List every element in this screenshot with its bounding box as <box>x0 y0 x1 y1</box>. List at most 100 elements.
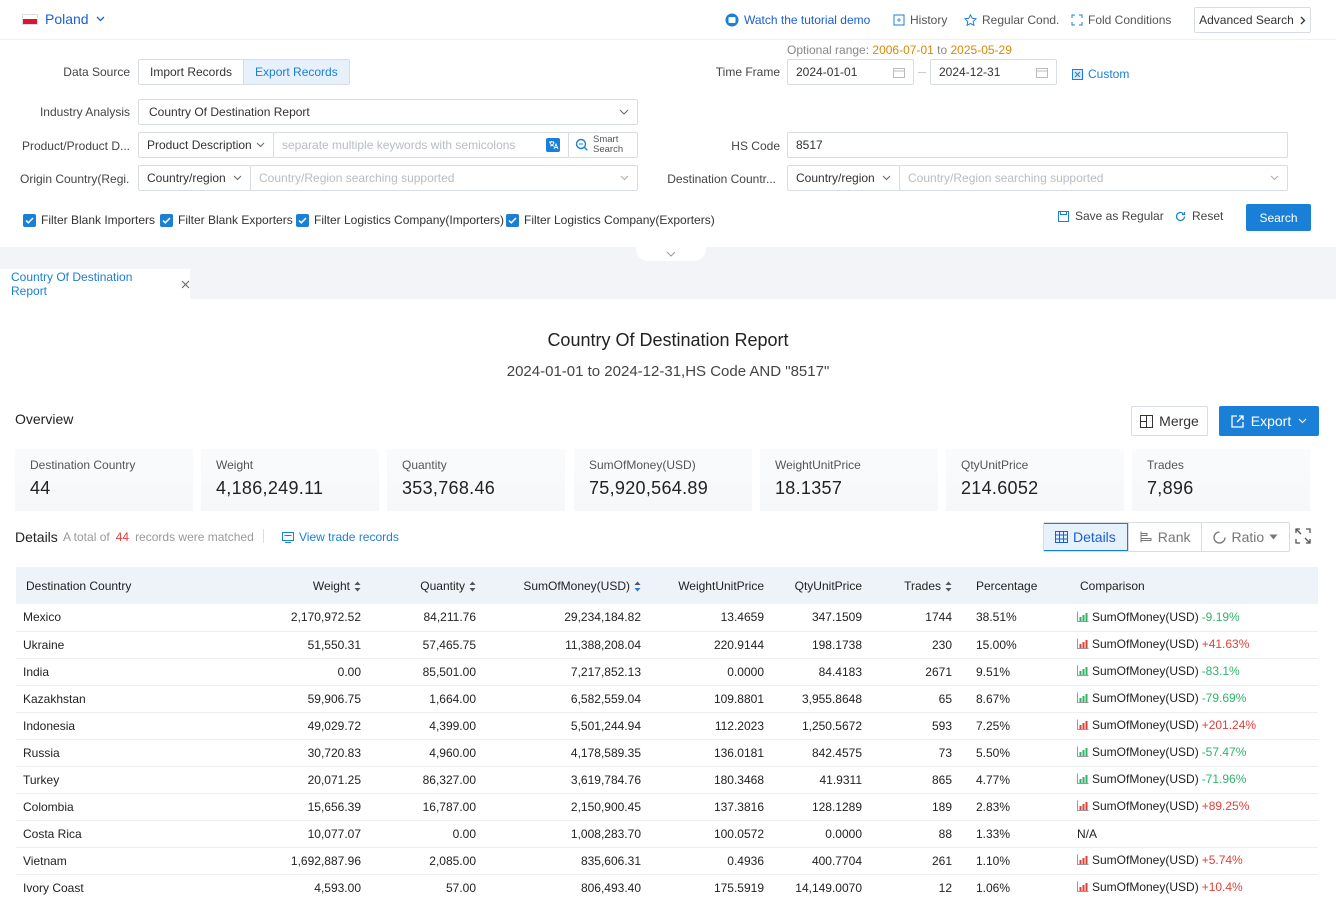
table-row[interactable]: Costa Rica 10,077.07 0.00 1,008,283.70 100.0… <box>16 820 1318 848</box>
import-records-option[interactable]: Import Records <box>150 65 233 79</box>
stat-label: Trades <box>1147 458 1184 472</box>
product-keyword-input[interactable]: separate multiple keywords with semicolo… <box>273 132 569 158</box>
stat-value: 18.1357 <box>775 478 843 498</box>
destination-label: Destination Countr... <box>667 172 776 186</box>
tutorial-link[interactable]: Watch the tutorial demo <box>725 13 870 27</box>
stat-value: 7,896 <box>1147 478 1194 498</box>
custom-label: Custom <box>1088 67 1130 81</box>
comparison: SumOfMoney(USD) -9.19% <box>1077 610 1240 624</box>
top-bar <box>0 0 1336 40</box>
cell-trades: 12 <box>872 874 962 898</box>
smart-search-button[interactable]: Smart Search <box>568 132 638 158</box>
industry-select[interactable]: Country Of Destination Report <box>138 99 638 125</box>
table-row[interactable]: Vietnam 1,692,887.96 2,085.00 835,606.31 0.4… <box>16 847 1318 875</box>
close-icon[interactable] <box>181 280 190 289</box>
column-header-sortable[interactable]: Trades <box>872 567 962 604</box>
table-row[interactable]: India 0.00 85,501.00 7,217,852.13 0.0000 84.4… <box>16 658 1318 686</box>
cell-pct: 1.10% <box>962 847 1070 875</box>
comparison-value: +201.24% <box>1201 717 1257 732</box>
destination-country-input[interactable]: Country/Region searching supported <box>899 165 1288 191</box>
cell-qty: 84,211.76 <box>371 604 486 632</box>
export-button[interactable]: Export <box>1219 406 1319 436</box>
column-header-sortable[interactable]: SumOfMoney(USD) <box>486 567 651 604</box>
origin-type-select[interactable]: Country/region <box>138 165 251 191</box>
cell-wup: 109.8801 <box>651 685 774 713</box>
tab-details[interactable]: Details <box>1044 523 1128 551</box>
product-type-select[interactable]: Product Description <box>138 132 274 158</box>
fold-conditions-button[interactable]: Fold Conditions <box>1071 13 1171 27</box>
cell-qty: 57.00 <box>371 874 486 898</box>
cell-qup: 198.1738 <box>774 631 872 659</box>
column-header-sortable[interactable]: Weight <box>221 567 371 604</box>
optional-range-start: 2006-07-01 <box>872 43 934 57</box>
tab-rank[interactable]: Rank <box>1127 523 1202 551</box>
merge-button[interactable]: Merge <box>1131 406 1208 436</box>
comparison-label: SumOfMoney(USD) <box>1092 690 1199 705</box>
cell-qty: 16,787.00 <box>371 793 486 821</box>
chevron-down-icon <box>882 175 891 181</box>
export-records-option[interactable]: Export Records <box>243 60 349 84</box>
fullscreen-icon[interactable] <box>1295 528 1311 544</box>
custom-button[interactable]: Custom <box>1072 67 1129 81</box>
table-body: Mexico 2,170,972.52 84,211.76 29,234,184.82… <box>16 604 1318 898</box>
chevron-down-icon <box>1298 418 1307 424</box>
destination-type-select[interactable]: Country/region <box>787 165 900 191</box>
sort-icon <box>945 581 952 592</box>
filter-blank-importers-checkbox[interactable]: Filter Blank Importers <box>23 213 155 227</box>
cell-wup: 137.3816 <box>651 793 774 821</box>
sort-icon <box>634 581 641 592</box>
comparison-label: SumOfMoney(USD) <box>1092 879 1199 894</box>
details-title: Details <box>15 529 58 545</box>
cell-trades: 1744 <box>872 604 962 632</box>
filter-logistics-importers-checkbox[interactable]: Filter Logistics Company(Importers) <box>296 213 504 227</box>
comparison-label: SumOfMoney(USD) <box>1092 771 1199 786</box>
cell-weight: 10,077.07 <box>221 820 371 848</box>
cell-qup: 41.9311 <box>774 766 872 794</box>
comparison-label: SumOfMoney(USD) <box>1092 717 1199 732</box>
trend-up-icon <box>1077 854 1089 866</box>
merge-icon <box>1140 414 1154 428</box>
regular-cond-button[interactable]: Regular Cond. <box>964 13 1059 27</box>
table-row[interactable]: Turkey 20,071.25 86,327.00 3,619,784.76 180.… <box>16 766 1318 794</box>
hs-code-input[interactable]: 8517 <box>787 132 1288 158</box>
reset-button[interactable]: Reset <box>1175 209 1223 223</box>
records-count: 44 <box>115 530 130 544</box>
start-date-input[interactable]: 2024-01-01 <box>787 59 914 85</box>
table-row[interactable]: Ivory Coast 4,593.00 57.00 806,493.40 175.59… <box>16 874 1318 898</box>
translate-icon[interactable] <box>546 138 560 152</box>
rank-icon <box>1140 531 1153 543</box>
history-button[interactable]: History <box>893 13 947 27</box>
cell-country: Kazakhstan <box>16 685 221 713</box>
table-row[interactable]: Ukraine 51,550.31 57,465.75 11,388,208.04 22… <box>16 631 1318 659</box>
table-row[interactable]: Colombia 15,656.39 16,787.00 2,150,900.45 13… <box>16 793 1318 821</box>
filter-logistics-exporters-checkbox[interactable]: Filter Logistics Company(Exporters) <box>506 213 715 227</box>
table-row[interactable]: Kazakhstan 59,906.75 1,664.00 6,582,559.04 1… <box>16 685 1318 713</box>
cell-qup: 400.7704 <box>774 847 872 875</box>
cell-trades: 230 <box>872 631 962 659</box>
tab-label: Country Of Destination Report <box>11 270 133 298</box>
stat-label: Destination Country <box>30 458 136 472</box>
table-row[interactable]: Mexico 2,170,972.52 84,211.76 29,234,184.82… <box>16 604 1318 632</box>
search-button[interactable]: Search <box>1246 204 1311 231</box>
stat-label: Quantity <box>402 458 447 472</box>
country-selector[interactable]: Poland <box>22 11 105 27</box>
column-header-sortable[interactable]: Quantity <box>371 567 486 604</box>
view-trade-records-link[interactable]: View trade records <box>282 530 399 544</box>
caret-down-icon <box>1269 534 1278 540</box>
collapse-toggle[interactable] <box>636 247 706 261</box>
origin-country-input[interactable]: Country/Region searching supported <box>250 165 638 191</box>
stat-label: WeightUnitPrice <box>775 458 861 472</box>
cell-money: 29,234,184.82 <box>486 604 651 632</box>
trend-down-icon <box>1077 692 1089 704</box>
cell-comparison: SumOfMoney(USD) -57.47% <box>1070 739 1318 767</box>
end-date-input[interactable]: 2024-12-31 <box>930 59 1057 85</box>
table-row[interactable]: Russia 30,720.83 4,960.00 4,178,589.35 136.0… <box>16 739 1318 767</box>
cell-wup: 220.9144 <box>651 631 774 659</box>
tab-country-of-destination-report[interactable]: Country Of Destination Report <box>0 269 190 299</box>
comparison-label: SumOfMoney(USD) <box>1092 663 1199 678</box>
filter-blank-exporters-checkbox[interactable]: Filter Blank Exporters <box>160 213 293 227</box>
table-row[interactable]: Indonesia 49,029.72 4,399.00 5,501,244.94 11… <box>16 712 1318 740</box>
advanced-search-button[interactable]: Advanced Search <box>1194 7 1311 33</box>
save-regular-button[interactable]: Save as Regular <box>1058 209 1164 223</box>
tab-ratio[interactable]: Ratio <box>1201 523 1289 551</box>
